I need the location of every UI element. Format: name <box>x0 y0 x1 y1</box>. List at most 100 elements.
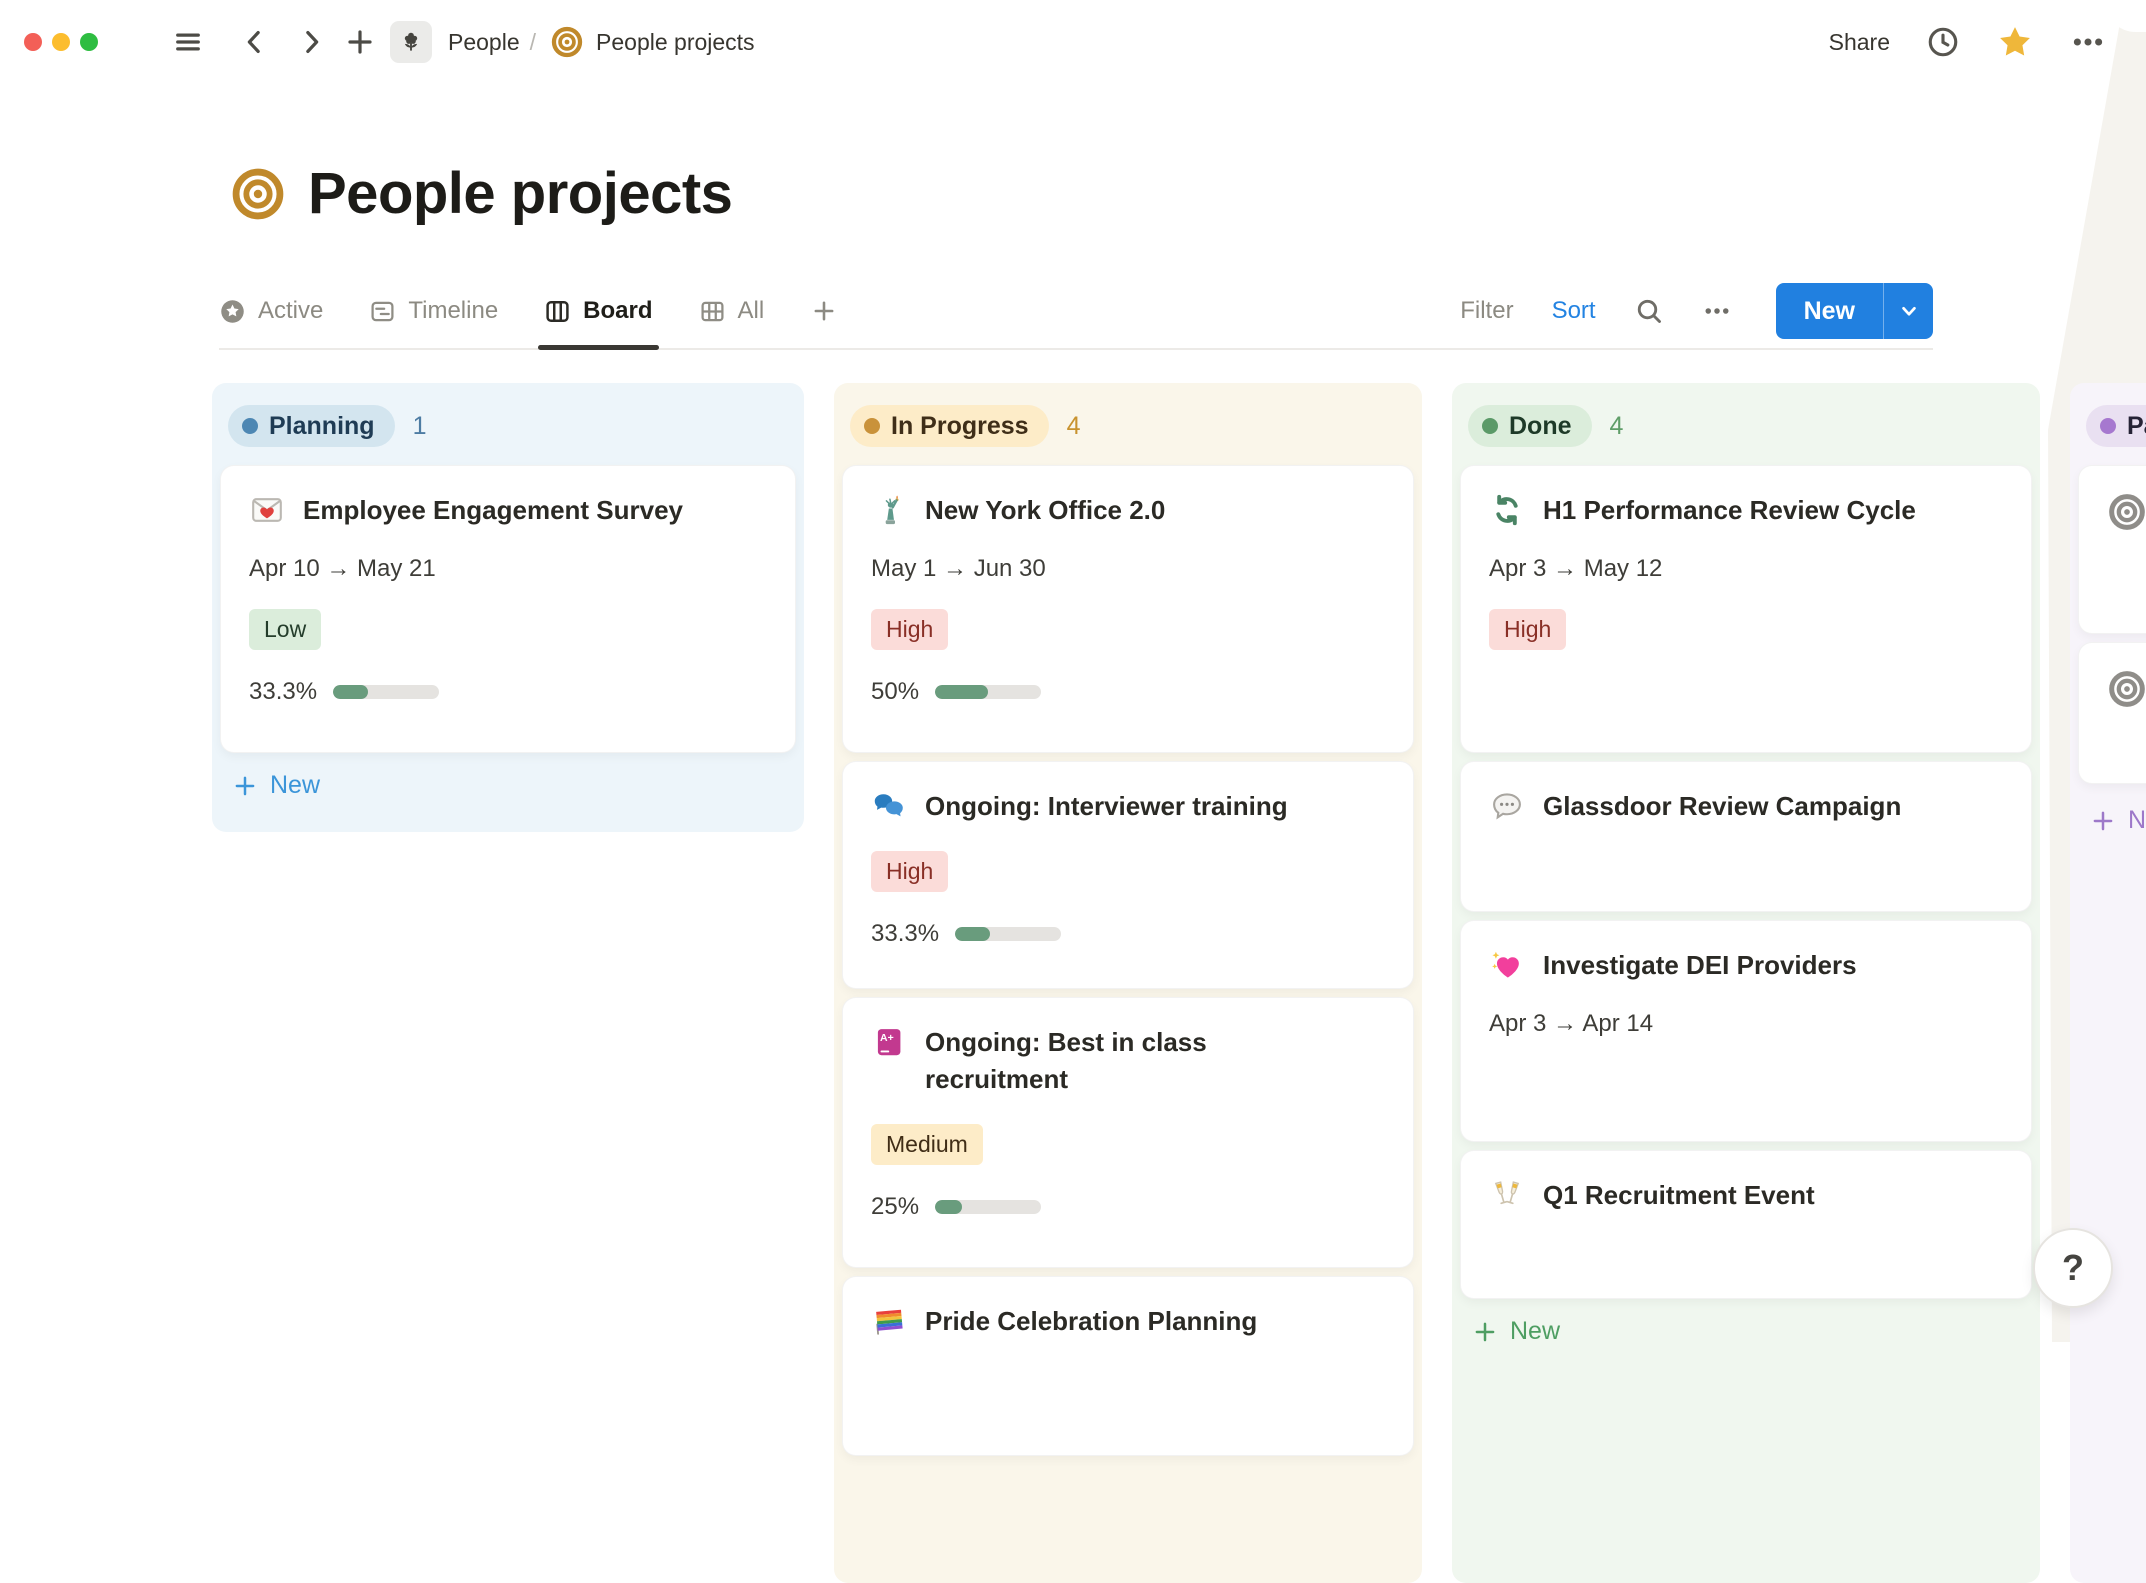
plus-icon <box>1475 1322 1495 1341</box>
kanban-board: Planning 1 Employee Engagement Survey Ap… <box>212 383 2146 1583</box>
add-card-button[interactable]: New <box>1472 1317 2022 1346</box>
new-tab-button[interactable] <box>342 0 378 84</box>
more-options-icon[interactable] <box>2070 25 2106 59</box>
progress-row: 50% <box>871 678 1385 706</box>
tab-active[interactable]: Active <box>219 274 323 348</box>
window-toolbar: People / People projects Share <box>0 0 2146 84</box>
hamburger-icon <box>176 33 200 51</box>
breadcrumb-separator: / <box>529 28 537 55</box>
column-status-pill[interactable]: Done <box>1468 405 1592 447</box>
favorite-star-icon[interactable] <box>1996 23 2034 61</box>
column-status-pill[interactable]: In Progress <box>850 405 1049 447</box>
card-interviewer-training[interactable]: Ongoing: Interviewer training High 33.3% <box>842 761 1414 989</box>
column-in-progress: In Progress 4 New York Office 2.0 <box>834 383 1422 1583</box>
help-button[interactable]: ? <box>2033 1228 2113 1308</box>
breadcrumb-page[interactable]: People projects <box>596 28 755 55</box>
progress-label: 33.3% <box>249 678 318 705</box>
tab-board[interactable]: Board <box>538 274 659 350</box>
grade-book-icon: A+ <box>877 1029 901 1056</box>
column-name: Planning <box>269 411 375 440</box>
tab-label: Active <box>258 297 324 324</box>
column-name: Pa <box>2127 411 2146 440</box>
tab-label: Board <box>583 297 653 324</box>
column-paused-partial: Pa <box>2070 383 2146 1583</box>
progress-row: 25% <box>871 1193 1385 1221</box>
breadcrumb: People / People projects <box>390 0 755 84</box>
minimize-window-button[interactable] <box>52 33 70 51</box>
column-count: 4 <box>1066 411 1081 440</box>
add-card-button[interactable]: N <box>2090 806 2146 835</box>
sort-button[interactable]: Sort <box>1551 297 1596 324</box>
status-dot <box>242 418 258 434</box>
card-employee-engagement-survey[interactable]: Employee Engagement Survey Apr 10 → May … <box>220 465 796 753</box>
card-q1-recruitment-event[interactable]: Q1 Recruitment Event <box>1460 1150 2032 1299</box>
plus-icon <box>2093 811 2113 830</box>
card-title: H1 Performance Review Cycle <box>1543 495 1916 525</box>
progress-track <box>955 927 1062 941</box>
status-dot <box>1482 418 1498 434</box>
priority-tag: High <box>871 851 949 892</box>
add-card-button[interactable]: New <box>232 771 786 800</box>
page-target-icon <box>232 168 284 219</box>
add-card-label: N <box>2128 806 2146 834</box>
tab-all[interactable]: All <box>699 274 765 348</box>
card-investigate-dei[interactable]: Investigate DEI Providers Apr 3 → Apr 14 <box>1460 920 2032 1142</box>
breadcrumb-teamspace[interactable]: People <box>448 28 520 55</box>
close-window-button[interactable] <box>24 33 42 51</box>
add-card-label: New <box>270 771 321 799</box>
tab-label: All <box>737 297 765 324</box>
tab-timeline[interactable]: Timeline <box>369 274 498 348</box>
progress-row: 33.3% <box>249 678 767 706</box>
card-pride-celebration[interactable]: Pride Celebration Planning <box>842 1276 1414 1456</box>
column-count: 1 <box>412 411 427 440</box>
card-untitled[interactable] <box>2078 465 2146 634</box>
teamspace-chip[interactable] <box>390 21 432 63</box>
progress-fill <box>955 927 991 941</box>
page-title: People projects <box>308 161 733 226</box>
cycle-arrows-icon <box>1496 494 1518 526</box>
zoom-window-button[interactable] <box>80 33 98 51</box>
statue-of-liberty-icon <box>885 495 899 525</box>
progress-track <box>333 685 440 699</box>
card-h1-performance-review[interactable]: H1 Performance Review Cycle Apr 3 → May … <box>1460 465 2032 753</box>
column-status-pill[interactable]: Pa <box>2086 405 2146 447</box>
card-best-in-class-recruitment[interactable]: A+ Ongoing: Best in class recruitment Me… <box>842 997 1414 1268</box>
column-name: In Progress <box>891 411 1029 440</box>
rainbow-flag-icon <box>876 1309 903 1335</box>
champagne-glasses-icon <box>1494 1181 1520 1205</box>
card-title: Glassdoor Review Campaign <box>1543 791 1902 821</box>
new-record-button[interactable]: New <box>1775 283 1933 339</box>
card-glassdoor-review[interactable]: Glassdoor Review Campaign <box>1460 761 2032 912</box>
nav-back-button[interactable] <box>238 0 272 84</box>
progress-label: 33.3% <box>871 920 940 947</box>
history-clock-icon[interactable] <box>1926 25 1960 59</box>
plus-icon <box>348 30 372 54</box>
priority-tag: Medium <box>871 1124 983 1165</box>
new-record-label[interactable]: New <box>1803 296 1855 325</box>
column-status-pill[interactable]: Planning <box>228 405 395 447</box>
column-done: Done 4 H1 Performance Review Cycle Apr 3… <box>1452 383 2040 1583</box>
card-new-york-office[interactable]: New York Office 2.0 May 1 → Jun 30 High … <box>842 465 1414 753</box>
view-more-options-icon[interactable] <box>1702 296 1732 326</box>
search-icon[interactable] <box>1634 296 1664 326</box>
column-planning: Planning 1 Employee Engagement Survey Ap… <box>212 383 804 832</box>
target-gray-icon <box>2109 494 2145 530</box>
filter-button[interactable]: Filter <box>1460 297 1514 324</box>
new-record-dropdown[interactable] <box>1883 283 1933 339</box>
board-columns-icon <box>546 300 569 322</box>
nav-forward-button[interactable] <box>294 0 328 84</box>
plus-icon <box>235 776 255 795</box>
sparkling-heart-icon <box>1492 951 1519 978</box>
chevron-right-icon <box>306 31 319 53</box>
love-letter-icon <box>252 498 282 522</box>
add-card-label: New <box>1510 1317 1561 1345</box>
card-title: Employee Engagement Survey <box>303 495 684 525</box>
priority-tag: Low <box>249 609 322 650</box>
sidebar-menu-button[interactable] <box>168 0 208 84</box>
speech-bubble-icon <box>1493 793 1521 820</box>
progress-fill <box>935 685 989 699</box>
add-view-button[interactable] <box>810 274 838 348</box>
card-untitled[interactable] <box>2078 642 2146 784</box>
share-button[interactable]: Share <box>1828 28 1890 55</box>
column-count: 4 <box>1609 411 1624 440</box>
